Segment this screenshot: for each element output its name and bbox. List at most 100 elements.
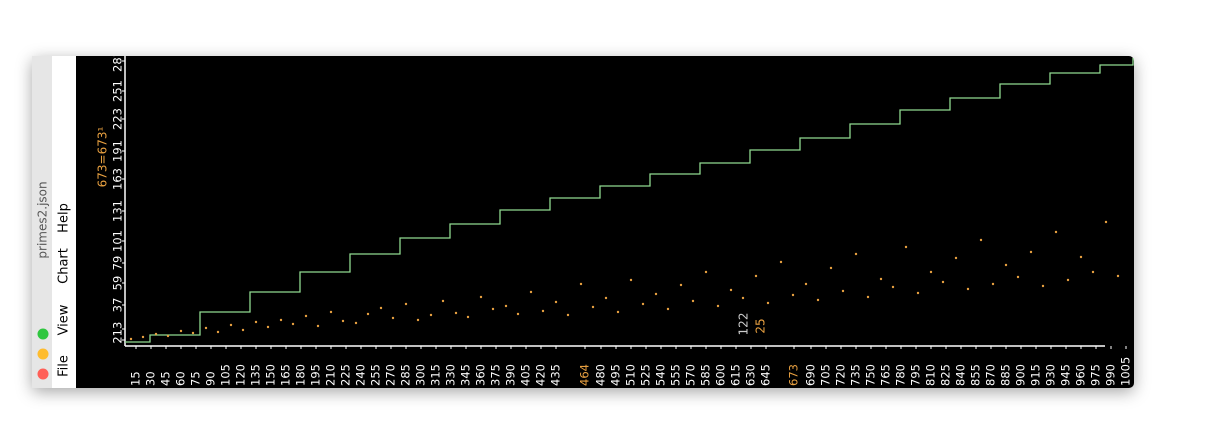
x-tick-label: 825 xyxy=(939,364,953,386)
data-point xyxy=(354,321,358,325)
data-point xyxy=(829,266,833,270)
x-tick-label: 765 xyxy=(879,364,893,386)
data-point xyxy=(516,312,520,316)
y-tick-label: 191 xyxy=(111,140,125,162)
data-point xyxy=(691,299,695,303)
data-point xyxy=(316,324,320,328)
data-point xyxy=(666,307,670,311)
y-tick-label: 281 xyxy=(111,50,125,72)
x-tick-label: 810 xyxy=(924,364,938,386)
x-tick-label: 930 xyxy=(1044,364,1058,386)
window-title: primes2.json xyxy=(36,181,50,258)
y-tick-label: 131 xyxy=(111,200,125,222)
data-point xyxy=(366,312,370,316)
x-tick-label: 750 xyxy=(864,364,878,386)
data-point xyxy=(241,328,245,332)
x-tick-label: 135 xyxy=(249,364,263,386)
data-point xyxy=(566,313,570,317)
y-tick-label: 13 xyxy=(111,322,125,337)
annotation: 673=673¹ xyxy=(96,126,110,187)
y-tick-label: 2 xyxy=(111,336,125,343)
menu-item[interactable]: File xyxy=(57,355,72,377)
data-point xyxy=(491,307,495,311)
x-tick-label: 405 xyxy=(519,364,533,386)
x-tick-label: 705 xyxy=(819,364,833,386)
y-tick-label: 223 xyxy=(111,108,125,130)
data-point xyxy=(879,277,883,281)
data-point xyxy=(179,329,183,333)
x-tick-label: 30 xyxy=(144,371,158,386)
data-point xyxy=(154,332,158,336)
x-tick-label: 45 xyxy=(159,371,173,386)
minimize-button[interactable] xyxy=(37,348,49,360)
data-point xyxy=(791,293,795,297)
title-bar xyxy=(32,56,52,388)
data-point xyxy=(191,331,195,335)
x-tick-label: 840 xyxy=(954,364,968,386)
menu-item[interactable]: Chart xyxy=(57,248,72,284)
data-point xyxy=(1066,278,1070,282)
menu-item[interactable]: View xyxy=(57,304,72,335)
data-point xyxy=(404,302,408,306)
data-point xyxy=(679,283,683,287)
y-tick-label: 163 xyxy=(111,168,125,190)
x-tick-label: 540 xyxy=(654,364,668,386)
x-tick-label: 690 xyxy=(804,364,818,386)
data-point xyxy=(279,318,283,322)
data-point xyxy=(254,320,258,324)
x-tick-label: 673 xyxy=(787,364,801,386)
annotation: 25 xyxy=(754,318,768,333)
x-tick-label: 645 xyxy=(759,364,773,386)
data-point xyxy=(941,280,945,284)
x-tick-label: 360 xyxy=(474,364,488,386)
data-point xyxy=(329,310,333,314)
data-point xyxy=(591,305,595,309)
x-tick-label: 495 xyxy=(609,364,623,386)
data-point xyxy=(141,335,145,339)
data-point xyxy=(1016,275,1020,279)
data-point xyxy=(1079,255,1083,259)
x-tick-label: 975 xyxy=(1089,364,1103,386)
data-point xyxy=(841,289,845,293)
zoom-button[interactable] xyxy=(37,328,49,340)
y-tick-label: 59 xyxy=(111,276,125,291)
data-point xyxy=(579,282,583,286)
data-point xyxy=(1104,220,1108,224)
data-point xyxy=(216,330,220,334)
data-point xyxy=(741,296,745,300)
x-tick-label: 585 xyxy=(699,364,713,386)
menu-item[interactable]: Help xyxy=(57,203,72,233)
x-tick-label: 90 xyxy=(204,371,218,386)
x-tick-label: 1005 xyxy=(1119,357,1133,386)
x-tick-label: 795 xyxy=(909,364,923,386)
x-tick-label: 630 xyxy=(744,364,758,386)
x-tick-label: 510 xyxy=(624,364,638,386)
data-point xyxy=(604,296,608,300)
data-point xyxy=(854,252,858,256)
data-point xyxy=(804,282,808,286)
window xyxy=(32,56,1134,388)
close-button[interactable] xyxy=(37,368,49,380)
x-tick-label: 600 xyxy=(714,364,728,386)
data-point xyxy=(766,301,770,305)
data-point xyxy=(866,295,870,299)
data-point xyxy=(416,318,420,322)
data-point xyxy=(304,314,308,318)
x-tick-label: 555 xyxy=(669,364,683,386)
data-point xyxy=(629,278,633,282)
data-point xyxy=(291,322,295,326)
data-point xyxy=(129,337,133,341)
x-tick-label: 945 xyxy=(1059,364,1073,386)
data-point xyxy=(1029,250,1033,254)
x-tick-label: 330 xyxy=(444,364,458,386)
data-point xyxy=(379,306,383,310)
data-point xyxy=(916,291,920,295)
x-tick-label: 720 xyxy=(834,364,848,386)
x-tick-label: 480 xyxy=(594,364,608,386)
x-tick-label: 855 xyxy=(969,364,983,386)
x-tick-label: 270 xyxy=(384,364,398,386)
data-point xyxy=(954,256,958,260)
x-tick-label: 120 xyxy=(234,364,248,386)
x-tick-label: 240 xyxy=(354,364,368,386)
x-tick-label: 615 xyxy=(729,364,743,386)
